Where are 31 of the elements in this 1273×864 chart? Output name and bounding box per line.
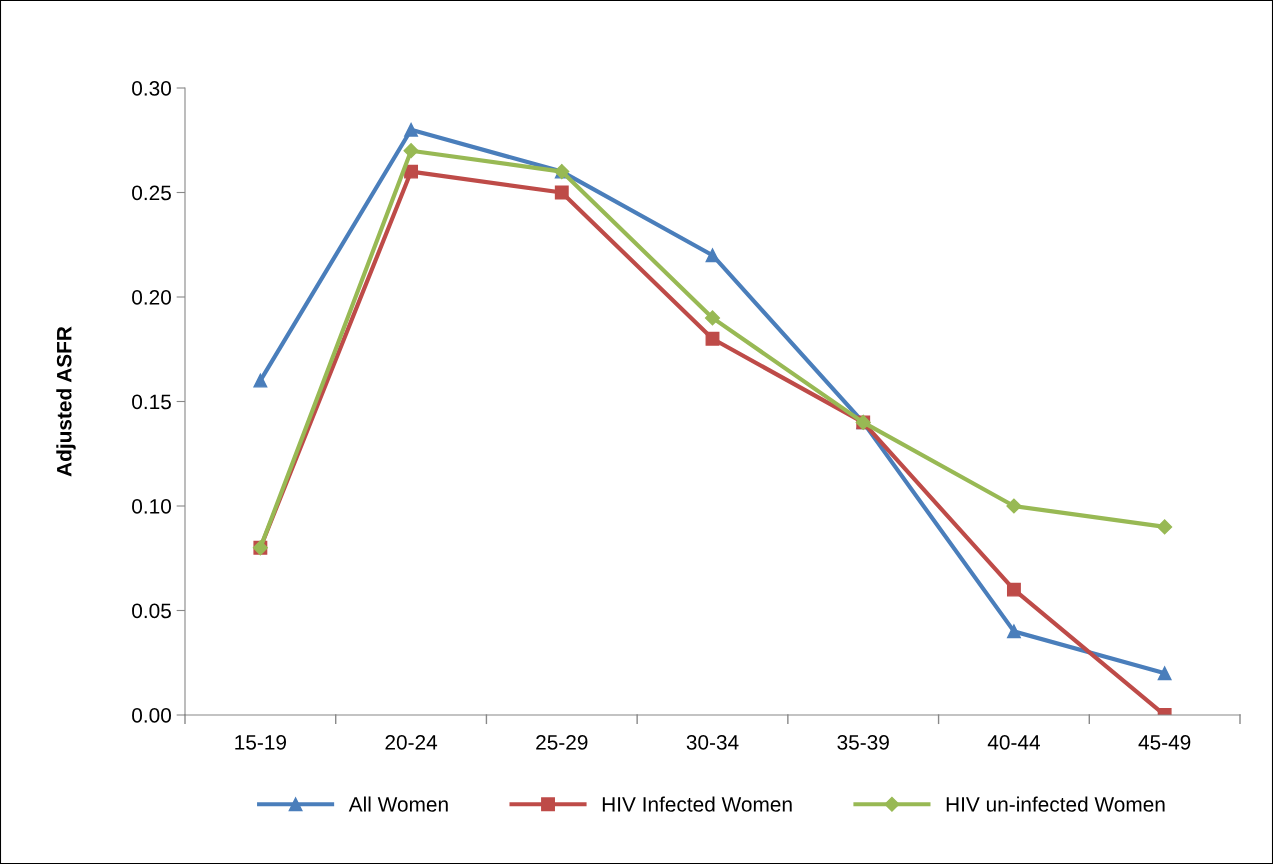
y-tick-label: 0.30 xyxy=(132,81,171,96)
x-tick-label: 30-34 xyxy=(686,734,739,750)
point xyxy=(705,248,720,263)
x-tick-label: 35-39 xyxy=(837,734,889,750)
y-tick-label: 0.15 xyxy=(132,394,171,410)
point xyxy=(1006,498,1022,514)
point xyxy=(1157,666,1172,681)
y-tick-label: 0.25 xyxy=(132,185,171,201)
point xyxy=(554,185,569,200)
point xyxy=(1157,519,1173,535)
x-tick-label: 20-24 xyxy=(385,734,438,750)
x-tick-label: 25-29 xyxy=(536,734,588,750)
legend-label: All Women xyxy=(348,796,448,812)
y-tick-label: 0.00 xyxy=(132,708,171,723)
y-axis-title: Adjusted ASFR xyxy=(56,326,76,477)
point xyxy=(403,143,419,159)
point xyxy=(404,122,419,137)
y-tick-label: 0.20 xyxy=(132,290,171,305)
legend-label: HIV Infected Women xyxy=(602,796,792,812)
x-tick-label: 15-19 xyxy=(235,734,287,750)
legend-label: HIV un-infected Women xyxy=(946,796,1165,812)
x-tick-label: 45-49 xyxy=(1138,734,1191,750)
point xyxy=(404,164,419,179)
y-tick-label: 0.10 xyxy=(132,499,171,514)
y-tick-label: 0.05 xyxy=(132,603,171,619)
point xyxy=(704,310,721,326)
point xyxy=(1006,624,1021,639)
x-tick-label: 40-44 xyxy=(987,734,1040,750)
point xyxy=(1006,582,1021,597)
point xyxy=(253,373,268,388)
point xyxy=(705,331,720,346)
